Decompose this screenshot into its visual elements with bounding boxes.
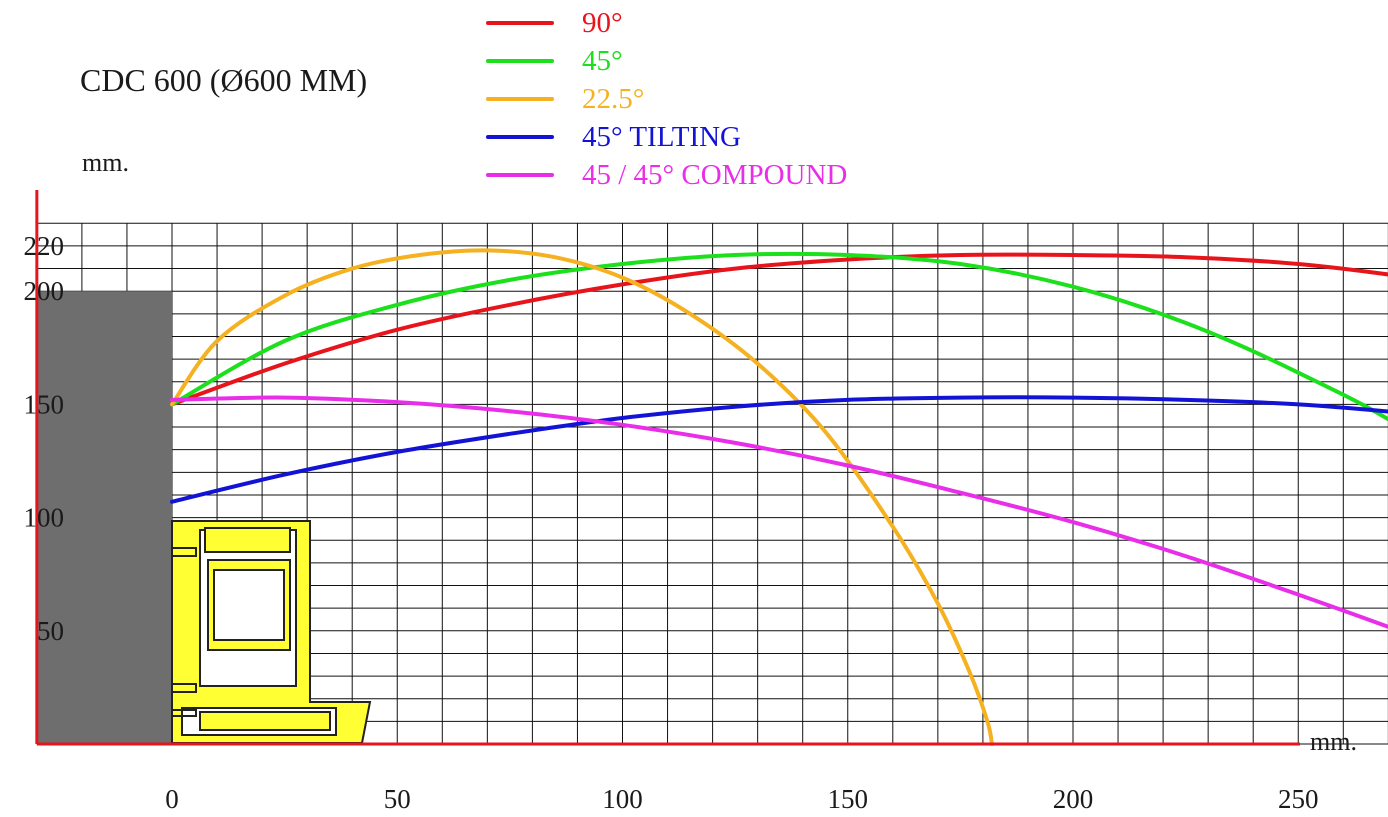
legend-label: 90°	[582, 6, 623, 39]
legend-item: 90°	[486, 4, 847, 42]
profile-inner-chamber	[213, 569, 285, 641]
series-line-1	[170, 251, 1388, 422]
profile-left-fins	[172, 547, 197, 717]
axes-layer	[35, 190, 1300, 746]
series-line-4	[170, 395, 1388, 629]
x-tick-label: 50	[384, 784, 411, 814]
profile-bottom-web	[199, 711, 331, 731]
series-line-2	[170, 248, 994, 746]
legend-swatch	[486, 135, 554, 139]
wall-block	[36, 291, 172, 744]
y-tick-label: 100	[24, 503, 65, 533]
chart-title: CDC 600 (Ø600 MM)	[80, 62, 368, 98]
x-axis-label: mm.	[1310, 727, 1357, 756]
y-tick-label: 200	[24, 276, 65, 306]
x-tick-label: 150	[828, 784, 869, 814]
series-layer	[170, 248, 1388, 746]
legend-item: 45°	[486, 42, 847, 80]
x-tick-label: 200	[1053, 784, 1094, 814]
y-tick-label: 150	[24, 389, 65, 419]
legend-item: 45 / 45° COMPOUND	[486, 156, 847, 194]
x-tick-label: 0	[165, 784, 179, 814]
legend-item: 22.5°	[486, 80, 847, 118]
legend-label: 45 / 45° COMPOUND	[582, 158, 848, 191]
legend-label: 45°	[582, 44, 623, 77]
y-tick-label: 220	[24, 231, 65, 261]
y-axis-label: mm.	[82, 148, 129, 177]
legend-label: 22.5°	[582, 82, 645, 115]
tick-labels: 0501001502002503003504004504805010015020…	[24, 231, 1319, 814]
legend-swatch	[486, 21, 554, 25]
series-line-3	[170, 395, 1388, 504]
legend-swatch	[486, 97, 554, 101]
legend-swatch	[486, 173, 554, 177]
profile-top-chamber	[204, 527, 291, 553]
legend-item: 45° TILTING	[486, 118, 847, 156]
legend: 90° 45° 22.5° 45° TILTING 45 / 45° COMPOUND	[486, 4, 847, 194]
legend-swatch	[486, 59, 554, 63]
legend-label: 45° TILTING	[582, 120, 742, 153]
y-tick-label: 50	[37, 616, 64, 646]
x-tick-label: 250	[1278, 784, 1319, 814]
series-line-0	[170, 252, 1388, 407]
wall-layer	[36, 291, 172, 744]
window-profile	[171, 520, 372, 744]
x-tick-label: 100	[602, 784, 643, 814]
